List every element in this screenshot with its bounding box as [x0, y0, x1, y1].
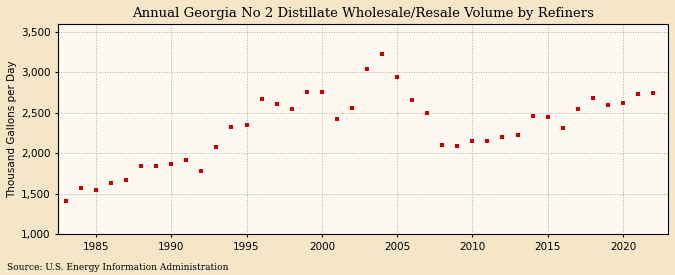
Title: Annual Georgia No 2 Distillate Wholesale/Resale Volume by Refiners: Annual Georgia No 2 Distillate Wholesale…: [132, 7, 594, 20]
Y-axis label: Thousand Gallons per Day: Thousand Gallons per Day: [7, 60, 17, 198]
Text: Source: U.S. Energy Information Administration: Source: U.S. Energy Information Administ…: [7, 263, 228, 272]
